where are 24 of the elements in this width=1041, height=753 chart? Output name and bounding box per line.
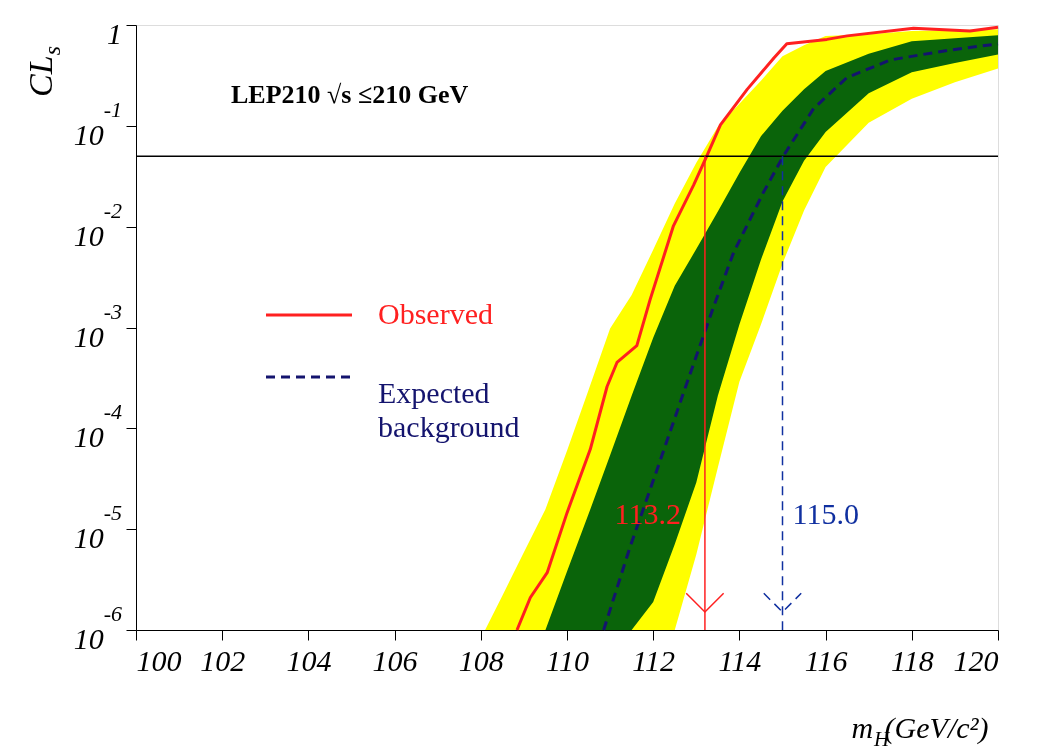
y-tick-label: 10-4 xyxy=(73,399,123,454)
x-tick-label: 110 xyxy=(546,643,589,677)
annotation: LEP210 √s ≤210 GeV xyxy=(231,80,469,109)
y-tick-label: 10-3 xyxy=(73,298,123,353)
y-tick-label: 1 xyxy=(107,17,122,50)
x-tick-label: 100 xyxy=(136,643,182,677)
x-tick-label: 106 xyxy=(372,643,418,677)
ref-line-label: 115.0 xyxy=(792,497,859,531)
y-tick-label: 10-6 xyxy=(73,601,123,655)
x-tick-label: 120 xyxy=(953,643,999,677)
y-axis-title: CLs xyxy=(22,45,65,97)
legend-label: Expected background xyxy=(378,376,520,443)
ref-line-label: 113.2 xyxy=(614,497,681,531)
x-tick-label: 104 xyxy=(286,643,332,677)
x-tick-label: 112 xyxy=(632,643,676,677)
y-tick-label: 10-2 xyxy=(73,197,123,252)
x-tick-label: 118 xyxy=(890,643,934,677)
y-tick-label: 10-1 xyxy=(73,96,123,151)
legend-label: Observed xyxy=(378,297,493,330)
x-tick-label: 108 xyxy=(458,643,504,677)
x-tick-label: 102 xyxy=(200,643,246,677)
x-tick-label: 116 xyxy=(804,643,848,677)
x-tick-label: 114 xyxy=(718,643,762,677)
y-tick-label: 10-5 xyxy=(73,500,123,555)
